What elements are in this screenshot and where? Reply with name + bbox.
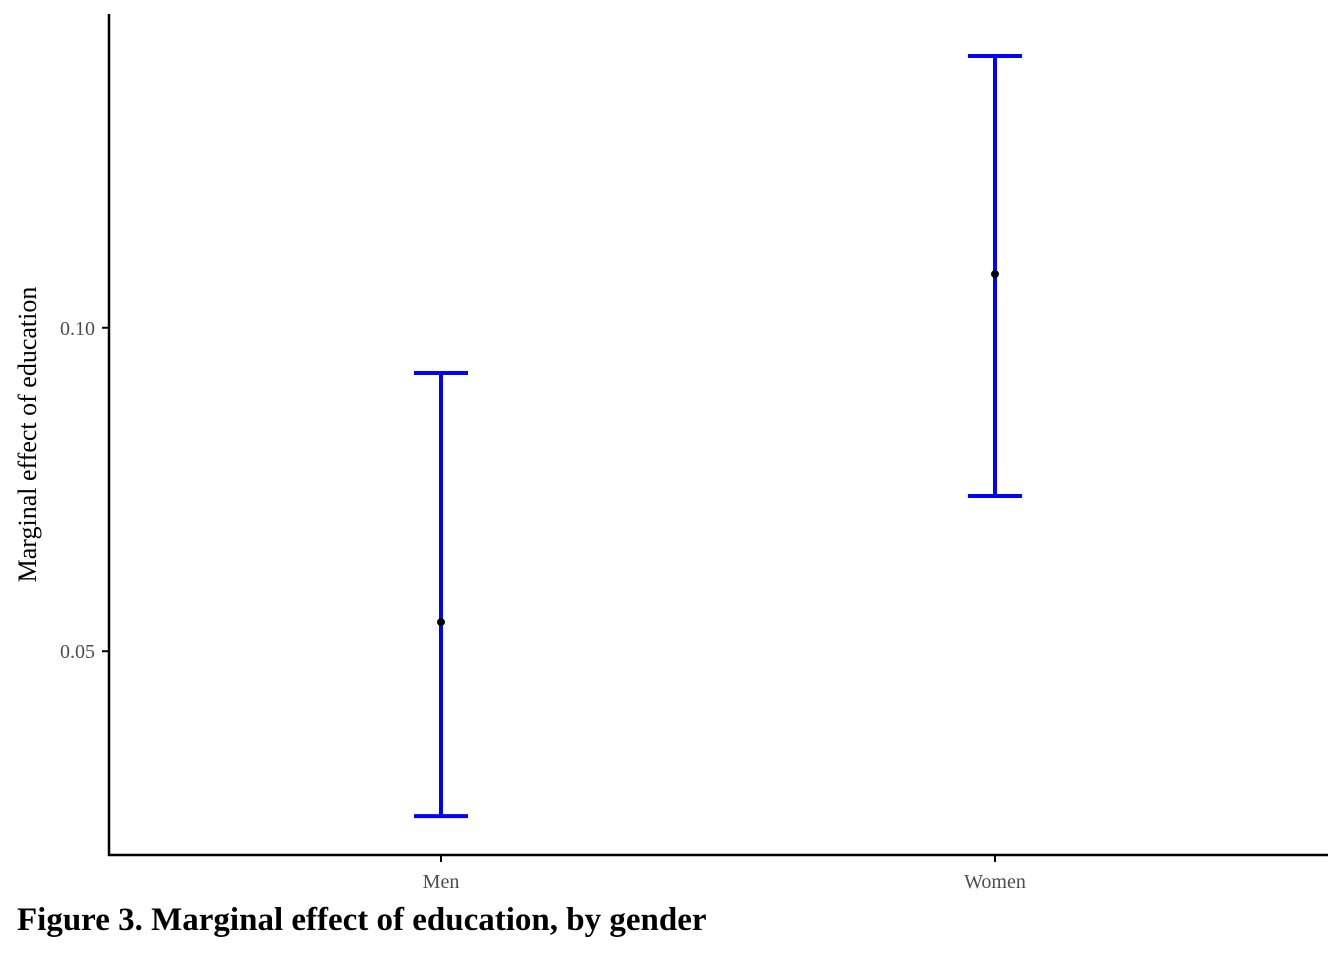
chart: 0.05 0.10 Men Women Marginal effect of edu…	[13, 14, 1328, 893]
y-axis-title: Marginal effect of education	[13, 287, 42, 583]
point-estimate	[991, 270, 999, 279]
y-tick-label: 0.10	[60, 318, 95, 340]
x-axis-ticks: Men Women	[423, 855, 1026, 893]
x-tick-label: Women	[964, 871, 1026, 893]
point-estimate	[437, 618, 445, 627]
y-tick-label: 0.05	[60, 641, 95, 663]
chart-marks	[414, 54, 1022, 819]
x-tick-label: Men	[423, 871, 460, 893]
figure-caption: Figure 3. Marginal effect of education, …	[17, 902, 707, 938]
y-axis-ticks: 0.05 0.10	[60, 318, 109, 663]
